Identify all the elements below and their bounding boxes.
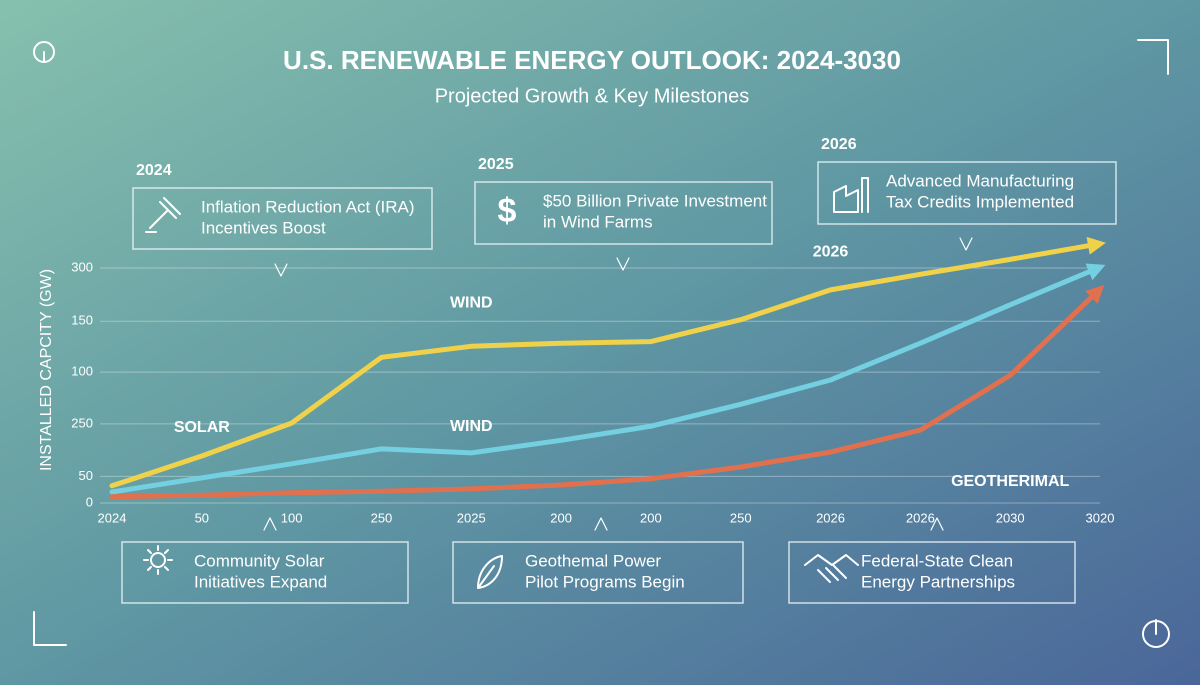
milestone-icon bbox=[145, 197, 181, 233]
milestone-box bbox=[121, 541, 409, 604]
x-tick-label: 200 bbox=[550, 510, 572, 525]
milestone-year: 2024 bbox=[136, 162, 172, 179]
arrow-head bbox=[1085, 263, 1106, 281]
milestone-text: Energy Partnerships bbox=[861, 572, 1015, 591]
milestone-icon bbox=[833, 177, 869, 213]
milestone-box bbox=[817, 161, 1117, 225]
milestone-box bbox=[132, 187, 433, 250]
milestone-text: in Wind Farms bbox=[543, 212, 653, 231]
milestone-text: Tax Credits Implemented bbox=[886, 192, 1074, 211]
pointer bbox=[616, 257, 630, 271]
milestone-text: Advanced Manufacturing bbox=[886, 171, 1074, 190]
pointer bbox=[263, 517, 277, 531]
milestone-text: Incentives Boost bbox=[201, 218, 326, 237]
y-axis-title: INSTALLED CAPCITY (GW) bbox=[38, 269, 55, 471]
x-tick-label: 250 bbox=[371, 510, 393, 525]
dollar-icon: $ bbox=[498, 192, 517, 230]
x-tick-label: 250 bbox=[730, 510, 752, 525]
annotation: 2026 bbox=[813, 244, 849, 261]
y-tick-label: 50 bbox=[79, 468, 93, 483]
corner-decor bbox=[33, 39, 1170, 648]
series-line bbox=[109, 286, 1103, 500]
arrow-head bbox=[1085, 285, 1105, 304]
x-tick-label: 2025 bbox=[457, 510, 486, 525]
y-tick-label: 250 bbox=[71, 415, 93, 430]
y-tick-label: 300 bbox=[71, 259, 93, 274]
pointer bbox=[274, 263, 288, 277]
series-line bbox=[109, 241, 1103, 489]
milestone-text: Community Solar bbox=[194, 551, 325, 570]
series-line bbox=[109, 264, 1103, 495]
arrow-head bbox=[1086, 236, 1106, 255]
x-tick-label: 2030 bbox=[996, 510, 1025, 525]
milestone-text: Initiatives Expand bbox=[194, 572, 327, 591]
milestone-box bbox=[452, 541, 744, 604]
milestone-text: $50 Billion Private Investment bbox=[543, 191, 767, 210]
milestone-year: 2025 bbox=[478, 156, 514, 173]
milestone-text: Inflation Reduction Act (IRA) bbox=[201, 197, 415, 216]
annotation: SOLAR bbox=[174, 419, 230, 436]
x-tick-label: 2026 bbox=[816, 510, 845, 525]
pointer bbox=[959, 237, 973, 251]
y-tick-label: 100 bbox=[71, 364, 93, 379]
x-tick-label: 100 bbox=[281, 510, 303, 525]
x-tick-label: 50 bbox=[195, 510, 209, 525]
milestone-box bbox=[788, 541, 1076, 604]
milestone-icon bbox=[804, 554, 859, 583]
x-tick-label: 2026 bbox=[906, 510, 935, 525]
annotation: GEOTHERIMAL bbox=[951, 473, 1069, 490]
milestone-text: Pilot Programs Begin bbox=[525, 572, 685, 591]
pointer bbox=[594, 517, 608, 531]
x-tick-label: 3020 bbox=[1086, 510, 1115, 525]
y-tick-label: 0 bbox=[86, 494, 93, 509]
milestone-icon bbox=[143, 545, 173, 575]
milestone-year: 2026 bbox=[821, 136, 857, 153]
milestone-box bbox=[474, 181, 773, 245]
x-tick-label: 200 bbox=[640, 510, 662, 525]
milestone-text: Geothemal Power bbox=[525, 551, 661, 570]
annotation: WIND bbox=[450, 294, 493, 311]
milestone-text: Federal-State Clean bbox=[861, 551, 1013, 570]
title: U.S. RENEWABLE ENERGY OUTLOOK: 2024-3030 bbox=[283, 45, 901, 75]
milestone-icon bbox=[477, 555, 503, 589]
subtitle: Projected Growth & Key Milestones bbox=[435, 85, 750, 107]
x-tick-label: 2024 bbox=[98, 510, 127, 525]
annotation: WIND bbox=[450, 418, 493, 435]
pointer bbox=[930, 517, 944, 531]
y-tick-label: 150 bbox=[71, 313, 93, 328]
